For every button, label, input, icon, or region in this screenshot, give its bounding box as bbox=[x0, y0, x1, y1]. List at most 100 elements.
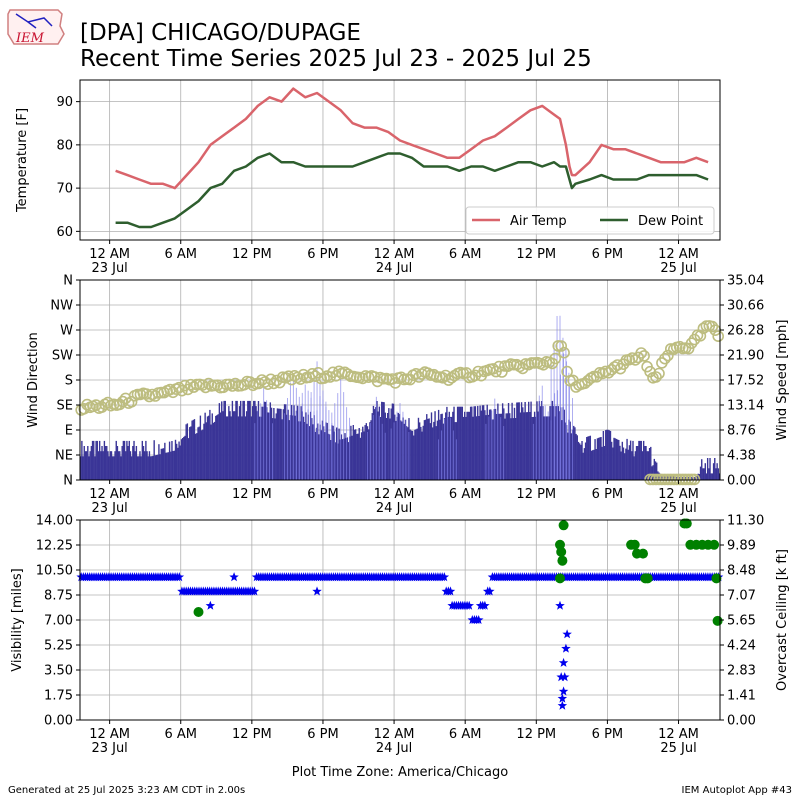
wind-speed-bar bbox=[434, 411, 436, 480]
wind-speed-bar bbox=[148, 451, 151, 480]
y-tick-label: NW bbox=[50, 299, 73, 314]
wind-direction-marker bbox=[659, 352, 671, 365]
wind-speed-bar bbox=[429, 423, 432, 480]
x-date-label: 23 Jul bbox=[91, 501, 127, 516]
wind-speed-bar bbox=[253, 400, 255, 480]
wind-speed-bar bbox=[653, 458, 656, 480]
visibility-marker bbox=[485, 586, 495, 596]
wind-speed-bar bbox=[247, 400, 249, 480]
y-tick-label: SE bbox=[57, 399, 73, 414]
wind-speed-bar bbox=[424, 419, 427, 480]
wind-speed-bar bbox=[510, 418, 512, 480]
wind-speed-bar bbox=[315, 427, 318, 480]
wind-direction-marker bbox=[436, 371, 449, 384]
wind-speed-bar bbox=[97, 451, 100, 480]
wind-speed-bar bbox=[280, 408, 282, 480]
wind-speed-bar bbox=[142, 446, 145, 480]
wind-speed-bar bbox=[479, 405, 481, 480]
wind-speed-bar bbox=[539, 406, 542, 480]
wind-speed-bar bbox=[302, 416, 305, 480]
wind-speed-bar bbox=[462, 416, 465, 480]
wind-direction-marker bbox=[327, 366, 339, 379]
wind-speed-bar bbox=[110, 451, 113, 480]
wind-direction-marker bbox=[656, 473, 668, 486]
wind-speed-bar bbox=[248, 400, 250, 480]
wind-speed-bar bbox=[592, 450, 594, 480]
wind-speed-bar bbox=[526, 412, 529, 480]
wind-speed-bar bbox=[398, 414, 401, 480]
x-tick-label: 12 PM bbox=[516, 487, 556, 502]
wind-speed-bar bbox=[154, 455, 157, 480]
wind-speed-bar bbox=[279, 408, 281, 480]
wind-speed-bar bbox=[407, 427, 409, 480]
wind-speed-bar bbox=[498, 413, 500, 480]
wind-speed-bar bbox=[250, 416, 253, 480]
wind-speed-bar bbox=[333, 431, 336, 480]
wind-direction-marker bbox=[688, 473, 701, 486]
y-tick-label: 8.75 bbox=[44, 589, 73, 604]
wind-speed-bar bbox=[359, 437, 362, 480]
wind-speed-bar bbox=[211, 413, 213, 480]
wind-direction-marker bbox=[217, 381, 230, 394]
wind-speed-bar bbox=[215, 415, 217, 480]
wind-speed-bar bbox=[644, 446, 646, 480]
wind-speed-bar bbox=[516, 402, 518, 480]
wind-speed-bar bbox=[507, 403, 510, 480]
visibility-marker bbox=[473, 615, 484, 624]
wind-speed-bar bbox=[217, 414, 219, 480]
x-tick-label: 12 AM bbox=[89, 727, 130, 742]
wind-speed-bar bbox=[404, 419, 407, 480]
wind-speed-bar bbox=[155, 455, 158, 480]
wind-speed-bar bbox=[469, 406, 472, 480]
wind-speed-bar bbox=[537, 411, 539, 480]
wind-speed-bar bbox=[134, 451, 136, 480]
wind-speed-bar bbox=[492, 419, 494, 480]
wind-speed-bar bbox=[401, 421, 403, 480]
wind-speed-bar bbox=[624, 453, 626, 480]
x-tick-label: 6 PM bbox=[592, 487, 623, 502]
wind-speed-bar bbox=[318, 434, 320, 480]
wind-speed-bar bbox=[151, 456, 153, 480]
wind-speed-bar bbox=[381, 401, 383, 480]
y-right-tick-label: 5.65 bbox=[727, 614, 756, 629]
wind-speed-bar bbox=[362, 426, 364, 480]
wind-speed-bar bbox=[576, 435, 578, 480]
visibility-marker bbox=[556, 672, 566, 682]
wind-speed-bar bbox=[208, 415, 210, 480]
wind-speed-bar bbox=[493, 409, 496, 480]
wind-direction-marker bbox=[647, 473, 659, 486]
wind-speed-bar bbox=[243, 400, 245, 480]
wind-speed-bar bbox=[420, 426, 422, 480]
wind-speed-bar bbox=[506, 413, 509, 480]
wind-speed-bar bbox=[216, 415, 218, 480]
x-tick-label: 6 AM bbox=[449, 727, 482, 742]
wind-speed-bar bbox=[294, 415, 296, 480]
wind-speed-bar bbox=[173, 450, 176, 480]
wind-speed-bar bbox=[471, 406, 473, 480]
wind-speed-bar bbox=[322, 426, 325, 480]
wind-speed-bar bbox=[177, 447, 179, 480]
y-tick-label: N bbox=[63, 274, 73, 289]
visibility-marker bbox=[560, 672, 570, 682]
wind-speed-bar bbox=[652, 465, 654, 480]
wind-speed-bar bbox=[261, 406, 263, 480]
wind-speed-bar bbox=[263, 401, 266, 480]
wind-speed-bar bbox=[567, 432, 569, 480]
wind-speed-bar bbox=[357, 433, 359, 480]
wind-speed-bar bbox=[460, 406, 462, 480]
wind-speed-bar bbox=[296, 405, 299, 480]
wind-speed-bar bbox=[418, 422, 421, 480]
wind-speed-bar bbox=[710, 473, 712, 480]
wind-speed-bar bbox=[223, 400, 225, 480]
wind-speed-bar bbox=[392, 403, 395, 480]
wind-direction-marker bbox=[549, 352, 562, 365]
wind-direction-marker bbox=[226, 380, 239, 392]
wind-speed-bar bbox=[100, 451, 102, 480]
x-date-label: 23 Jul bbox=[91, 261, 127, 276]
wind-speed-bar bbox=[83, 446, 85, 480]
wind-speed-bar bbox=[84, 451, 87, 480]
wind-speed-bar bbox=[501, 403, 504, 480]
wind-speed-bar bbox=[587, 436, 589, 480]
ceiling-marker bbox=[638, 548, 648, 559]
x-date-label: 23 Jul bbox=[91, 741, 127, 756]
